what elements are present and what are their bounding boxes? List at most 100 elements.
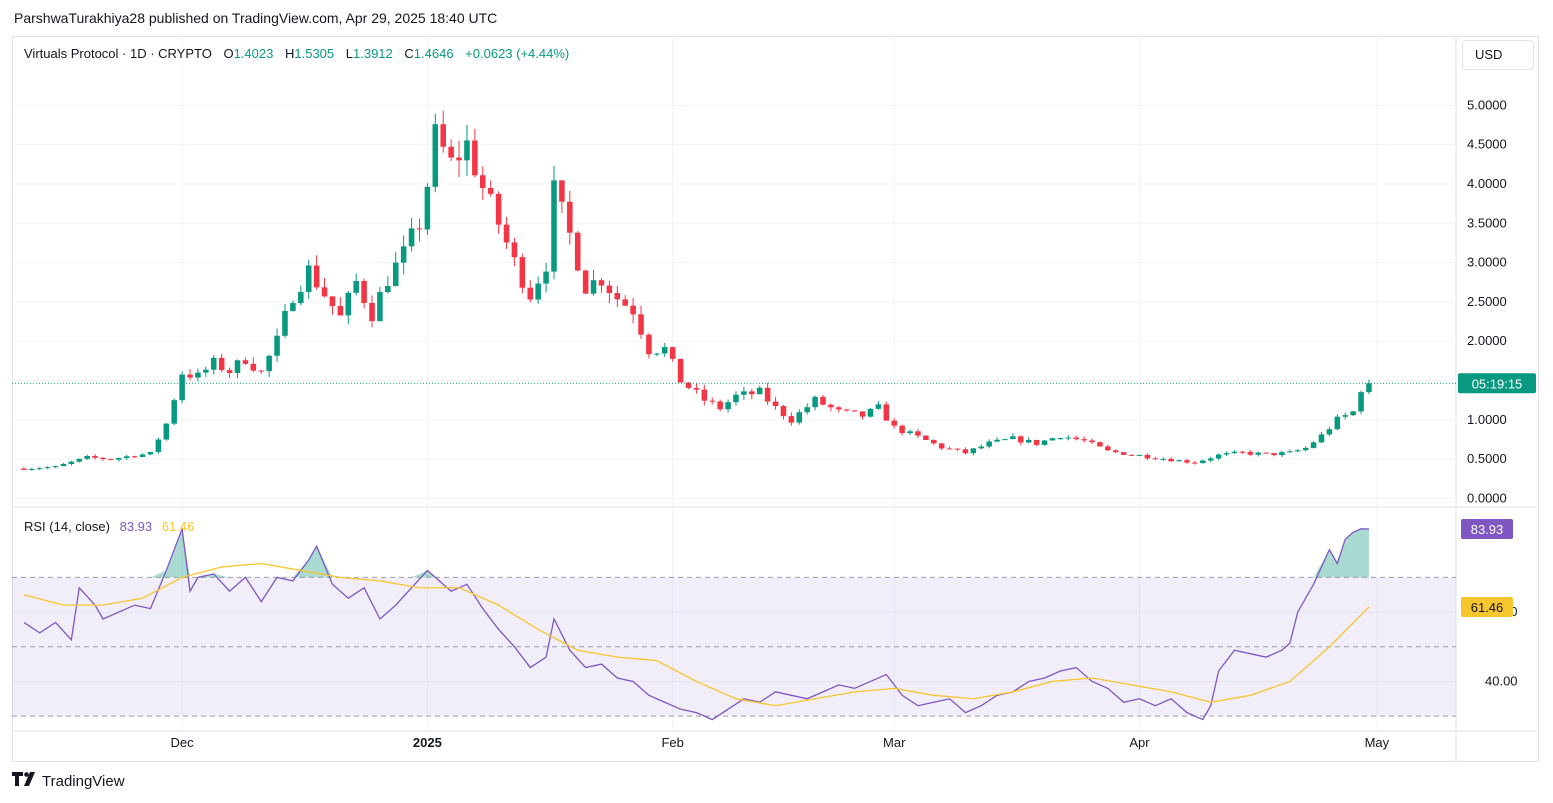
candle-body bbox=[1200, 460, 1206, 464]
candle-body bbox=[1350, 411, 1356, 416]
candle-body bbox=[1176, 460, 1182, 462]
candle-body bbox=[1065, 437, 1072, 439]
candle-body bbox=[1334, 416, 1341, 430]
time-tick-label: Apr bbox=[1129, 735, 1150, 750]
candle-body bbox=[123, 456, 130, 459]
candle-body bbox=[203, 369, 209, 373]
candle-body bbox=[369, 302, 375, 322]
candle-body bbox=[1041, 440, 1048, 445]
candle-body bbox=[1018, 436, 1024, 443]
candle-body bbox=[337, 306, 344, 316]
candle-body bbox=[946, 448, 953, 450]
candle-body bbox=[210, 357, 217, 370]
rsi-ma-value-badge-label: 61.46 bbox=[1471, 600, 1504, 615]
candle-body bbox=[669, 347, 676, 359]
rsi-overbought-fill bbox=[23, 528, 1369, 578]
candle-body bbox=[804, 407, 810, 413]
candle-body bbox=[305, 265, 312, 292]
candle-body bbox=[321, 287, 328, 297]
time-tick-label: Dec bbox=[171, 735, 195, 750]
candle-body bbox=[535, 283, 541, 300]
candle-body bbox=[36, 468, 43, 470]
candle-body bbox=[741, 391, 747, 395]
candle-body bbox=[282, 310, 288, 336]
candle-body bbox=[258, 370, 265, 372]
candle-body bbox=[543, 271, 549, 284]
low-value: 1.3912 bbox=[353, 46, 393, 61]
candle-body bbox=[60, 463, 67, 467]
candle-body bbox=[440, 124, 446, 147]
price-tick-label: 5.0000 bbox=[1467, 97, 1507, 112]
candle-body bbox=[290, 303, 296, 311]
candle-body bbox=[915, 431, 921, 436]
candle-body bbox=[131, 456, 138, 458]
symbol-name: Virtuals Protocol · 1D · CRYPTO bbox=[24, 46, 212, 61]
time-tick-label: May bbox=[1365, 735, 1390, 750]
candle-body bbox=[812, 396, 818, 408]
candle-body bbox=[298, 291, 304, 304]
candle-body bbox=[68, 461, 75, 464]
candle-body bbox=[480, 175, 486, 188]
candle-body bbox=[242, 360, 249, 364]
currency-button[interactable]: USD bbox=[1462, 40, 1534, 70]
price-tick-label: 4.5000 bbox=[1467, 137, 1507, 152]
candle-body bbox=[851, 410, 858, 412]
candle-body bbox=[400, 246, 407, 263]
brand[interactable]: TradingView bbox=[12, 772, 125, 790]
candle-body bbox=[1113, 450, 1119, 453]
candle-body bbox=[749, 391, 755, 395]
candle-body bbox=[1302, 447, 1309, 451]
candle-body bbox=[424, 186, 431, 230]
candle-body bbox=[1002, 439, 1008, 441]
candle-body bbox=[266, 355, 272, 372]
candle-body bbox=[155, 439, 162, 452]
time-tick-label: Mar bbox=[883, 735, 906, 750]
candle-body bbox=[1144, 454, 1151, 459]
candle-body bbox=[970, 448, 977, 454]
candle-body bbox=[274, 335, 280, 356]
candle-body bbox=[361, 280, 367, 303]
candle-body bbox=[677, 358, 684, 383]
price-tick-label: 3.0000 bbox=[1467, 255, 1507, 270]
countdown-label: 05:19:15 bbox=[1472, 376, 1523, 391]
candle-body bbox=[654, 353, 660, 355]
rsi-title: RSI (14, close) bbox=[24, 519, 110, 534]
open-value: 1.4023 bbox=[233, 46, 274, 61]
candle-body bbox=[353, 280, 359, 293]
candle-body bbox=[44, 467, 51, 469]
candle-body bbox=[907, 431, 913, 434]
candle-body bbox=[764, 387, 771, 402]
candle-body bbox=[329, 296, 336, 307]
candle-body bbox=[590, 280, 597, 294]
candle-body bbox=[1049, 438, 1056, 441]
candle-body bbox=[250, 363, 257, 371]
candle-body bbox=[345, 292, 352, 316]
candle-body bbox=[788, 416, 795, 423]
candle-body bbox=[733, 394, 739, 403]
candle-body bbox=[408, 228, 415, 247]
candle-body bbox=[1010, 436, 1016, 440]
candle-body bbox=[685, 382, 692, 388]
candle-body bbox=[226, 370, 233, 374]
candle-body bbox=[954, 448, 961, 450]
candle-body bbox=[234, 360, 241, 374]
candle-body bbox=[796, 412, 803, 423]
price-tick-label: 1.0000 bbox=[1467, 412, 1507, 427]
candle-body bbox=[559, 180, 565, 202]
candle-body bbox=[147, 451, 154, 455]
candle-body bbox=[836, 407, 842, 410]
candle-body bbox=[899, 425, 905, 434]
price-tick-label: 3.5000 bbox=[1467, 215, 1507, 230]
candle-body bbox=[567, 201, 573, 233]
candle-body bbox=[883, 404, 890, 421]
candle-body bbox=[456, 157, 462, 161]
candle-body bbox=[108, 459, 114, 461]
candle-body bbox=[377, 292, 383, 322]
candle-body bbox=[1263, 452, 1269, 454]
candle-body bbox=[1025, 439, 1032, 443]
candle-body bbox=[756, 387, 763, 395]
price-tick-label: 0.5000 bbox=[1467, 451, 1507, 466]
candle-body bbox=[725, 402, 731, 410]
candle-body bbox=[464, 140, 470, 161]
